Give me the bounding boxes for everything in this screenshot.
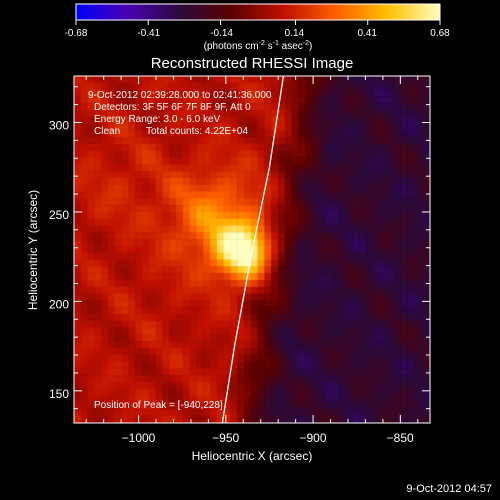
x-tick-label-0: −1000 — [122, 431, 156, 445]
y-tick-label-1: 200 — [49, 298, 69, 312]
axes-box — [73, 75, 431, 424]
footer-timestamp: 9-Oct-2012 04:57 — [406, 483, 492, 495]
overlay-peak-position: Position of Peak = [-940,228] — [94, 400, 223, 411]
y-tick-label-0: 150 — [49, 387, 69, 401]
y-axis-title: Heliocentric Y (arcsec) — [26, 190, 40, 310]
x-tick-label-2: −900 — [299, 431, 326, 445]
x-tick-label-1: −950 — [212, 431, 239, 445]
x-tick-label-3: −850 — [387, 431, 414, 445]
colorbar-tick-4: 0.41 — [357, 28, 377, 39]
y-tick-label-3: 300 — [49, 119, 69, 133]
colorbar-tick-0: -0.68 — [65, 28, 88, 39]
y-tick-label-2: 250 — [49, 208, 69, 222]
overlay-total-counts: Total counts: 4.22E+04 — [146, 126, 248, 137]
overlay-algorithm: Clean — [94, 126, 120, 137]
axis-ticks — [74, 76, 430, 423]
colorbar-tick-3: 0.14 — [285, 28, 305, 39]
x-axis-title: Heliocentric X (arcsec) — [192, 449, 313, 463]
colorbar-fill — [75, 3, 441, 21]
plot-title: Reconstructed RHESSI Image — [151, 55, 354, 72]
overlay-energy-range: Energy Range: 3.0 - 6.0 keV — [94, 114, 221, 125]
colorbar-tick-5: 0.68 — [430, 28, 450, 39]
solar-limb-line — [221, 75, 285, 424]
colorbar-tick-1: -0.41 — [137, 28, 160, 39]
overlay-detectors: Detectors: 3F 5F 6F 7F 8F 9F, Att 0 — [94, 102, 251, 113]
colorbar-ticks — [75, 20, 441, 25]
colorbar: -0.68 -0.41 -0.14 0.14 0.41 0.68 (photon… — [65, 3, 450, 52]
overlay-time-range: 9-Oct-2012 02:39:28.000 to 02:41:36.000 — [88, 90, 272, 101]
colorbar-unit-label: (photons cm-2 s-1 asec-2) — [204, 40, 313, 52]
colorbar-tick-2: -0.14 — [210, 28, 233, 39]
